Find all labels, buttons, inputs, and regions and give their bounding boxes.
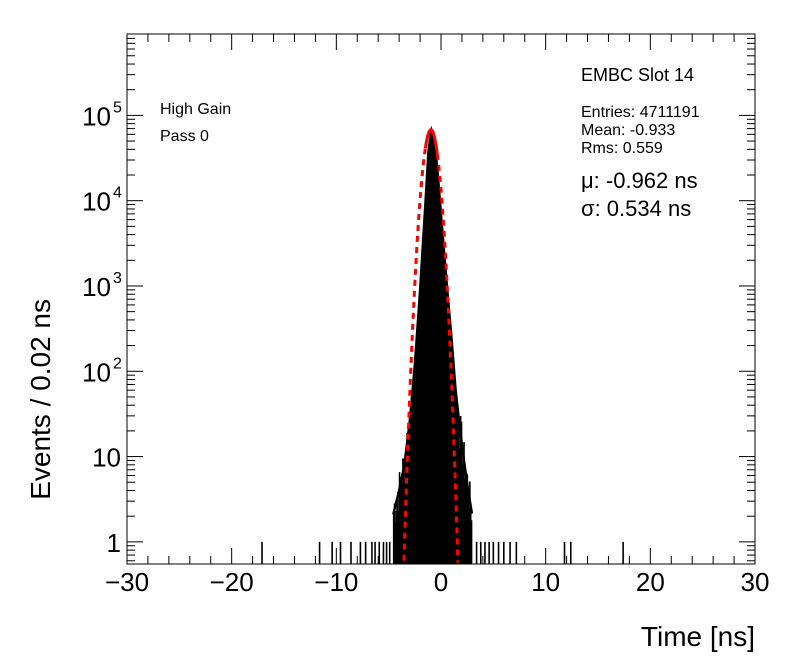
y-tick-label-exponent: 3 — [113, 270, 122, 287]
fit-mu: μ: -0.962 ns — [581, 168, 698, 193]
y-tick-label-exponent: 4 — [113, 185, 122, 202]
y-tick-label-exponent: 5 — [113, 99, 122, 116]
x-axis-title: Time [ns] — [641, 621, 755, 652]
stats-entries: Entries: 4711191 — [581, 104, 700, 121]
plot-frame — [126, 33, 756, 565]
y-tick-label: 10 — [82, 187, 111, 217]
gain-label: High Gain — [160, 101, 231, 118]
pass-label: Pass 0 — [160, 128, 209, 145]
stats-mean: Mean: -0.933 — [581, 122, 675, 139]
stats-rms: Rms: 0.559 — [581, 140, 663, 157]
y-tick-label: 10 — [82, 272, 111, 302]
x-tick-label: −30 — [105, 567, 149, 597]
gaussian-fit-series — [402, 128, 460, 563]
x-tick-label: −10 — [314, 567, 358, 597]
y-tick-label: 10 — [82, 101, 111, 131]
x-tick-label: 20 — [636, 567, 665, 597]
stats-title: EMBC Slot 14 — [581, 65, 694, 85]
x-tick-label: 0 — [434, 567, 448, 597]
x-tick-label: 10 — [531, 567, 560, 597]
x-tick-label: 30 — [741, 567, 770, 597]
minor-ticks — [127, 33, 755, 564]
y-tick-label: 1 — [107, 528, 121, 558]
fit-sigma: σ: 0.534 ns — [581, 196, 691, 221]
y-tick-label-exponent: 2 — [113, 355, 122, 372]
histogram-series — [261, 125, 624, 564]
x-tick-label: −20 — [210, 567, 254, 597]
y-tick-label: 10 — [92, 443, 121, 473]
fit-curve-dashed-right — [435, 153, 460, 563]
y-axis-title: Events / 0.02 ns — [25, 299, 56, 500]
y-tick-label: 10 — [82, 357, 111, 387]
fit-curve-solid — [423, 128, 439, 155]
x-tick-labels: −30 −20 −10 0 10 20 30 — [105, 567, 770, 597]
